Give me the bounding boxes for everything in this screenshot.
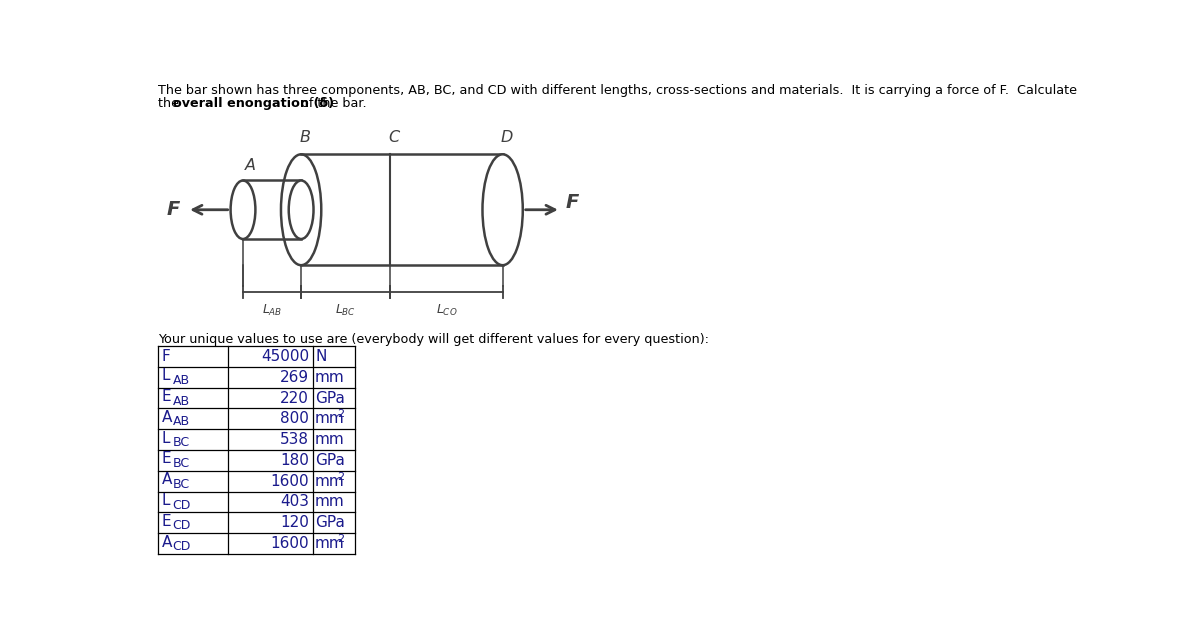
Text: E: E bbox=[162, 514, 172, 529]
Text: B: B bbox=[300, 130, 311, 145]
Text: mm: mm bbox=[316, 411, 344, 426]
Text: Your unique values to use are (everybody will get different values for every que: Your unique values to use are (everybody… bbox=[157, 333, 709, 346]
Text: $L_{AB}$: $L_{AB}$ bbox=[262, 303, 282, 318]
Text: 220: 220 bbox=[280, 391, 308, 406]
Text: 800: 800 bbox=[280, 411, 308, 426]
Text: 180: 180 bbox=[280, 453, 308, 468]
Text: L: L bbox=[162, 493, 170, 508]
Text: mm: mm bbox=[316, 370, 344, 385]
Text: A: A bbox=[162, 472, 172, 487]
Text: 538: 538 bbox=[280, 432, 308, 447]
Text: overall enongation (δ): overall enongation (δ) bbox=[173, 96, 335, 109]
Text: F: F bbox=[167, 200, 180, 219]
Text: F: F bbox=[565, 192, 580, 211]
Text: mm: mm bbox=[316, 536, 344, 551]
Text: the: the bbox=[157, 96, 182, 109]
Ellipse shape bbox=[230, 181, 256, 239]
Text: L: L bbox=[162, 368, 170, 383]
Text: BC: BC bbox=[173, 436, 190, 449]
Text: 269: 269 bbox=[280, 370, 308, 385]
Text: N: N bbox=[316, 349, 326, 364]
Text: GPa: GPa bbox=[316, 515, 344, 530]
Text: E: E bbox=[162, 389, 172, 404]
Text: A: A bbox=[162, 534, 172, 549]
Text: A: A bbox=[245, 158, 257, 172]
Text: AB: AB bbox=[173, 416, 190, 428]
Text: E: E bbox=[162, 451, 172, 466]
Text: mm: mm bbox=[316, 432, 344, 447]
Text: F: F bbox=[162, 349, 170, 364]
Text: 45000: 45000 bbox=[260, 349, 308, 364]
Text: AB: AB bbox=[173, 374, 190, 387]
Text: 1600: 1600 bbox=[270, 536, 308, 551]
Text: C: C bbox=[389, 130, 400, 145]
Text: 120: 120 bbox=[280, 515, 308, 530]
Text: 2: 2 bbox=[337, 471, 344, 481]
Text: BC: BC bbox=[173, 478, 190, 491]
Text: CD: CD bbox=[173, 519, 191, 532]
Text: AB: AB bbox=[173, 394, 190, 408]
Text: mm: mm bbox=[316, 474, 344, 489]
Text: 1600: 1600 bbox=[270, 474, 308, 489]
Text: 2: 2 bbox=[337, 409, 344, 419]
Text: CD: CD bbox=[173, 499, 191, 511]
Text: mm: mm bbox=[316, 494, 344, 509]
Text: 2: 2 bbox=[337, 534, 344, 544]
Text: A: A bbox=[162, 410, 172, 425]
Text: $L_{CO}$: $L_{CO}$ bbox=[436, 303, 457, 318]
Text: The bar shown has three components, AB, BC, and CD with different lengths, cross: The bar shown has three components, AB, … bbox=[157, 84, 1076, 98]
Text: CD: CD bbox=[173, 540, 191, 553]
Text: D: D bbox=[500, 130, 512, 145]
Text: of the bar.: of the bar. bbox=[298, 96, 367, 109]
Text: GPa: GPa bbox=[316, 453, 344, 468]
Text: 403: 403 bbox=[280, 494, 308, 509]
Ellipse shape bbox=[289, 181, 313, 239]
Text: BC: BC bbox=[173, 457, 190, 470]
Ellipse shape bbox=[281, 154, 322, 265]
Text: $L_{BC}$: $L_{BC}$ bbox=[335, 303, 356, 318]
Text: GPa: GPa bbox=[316, 391, 344, 406]
Ellipse shape bbox=[482, 154, 523, 265]
Text: L: L bbox=[162, 431, 170, 446]
